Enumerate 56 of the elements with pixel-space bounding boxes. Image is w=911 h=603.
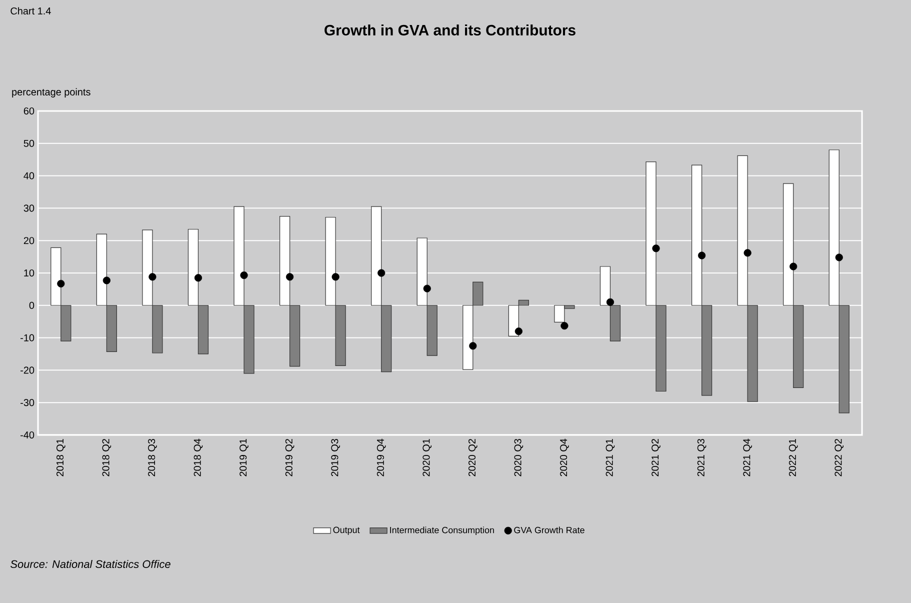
y-tick-label: 0 — [29, 302, 34, 309]
x-tick-label: 2018 Q2 — [102, 439, 112, 476]
x-tick-label: 2022 Q2 — [834, 439, 844, 476]
y-tick-label: -20 — [20, 366, 34, 374]
y-tick-label: 10 — [24, 269, 34, 277]
point — [514, 328, 522, 336]
source-note: Source: National Statistics Office — [10, 560, 170, 568]
y-tick-label: -30 — [20, 399, 34, 406]
x-tick-label: 2019 Q4 — [376, 438, 386, 476]
legend-label: Intermediate Consumption — [390, 526, 494, 536]
point — [378, 269, 386, 277]
x-tick-label: 2018 Q4 — [194, 438, 203, 476]
x-tick-label: 2021 Q3 — [697, 438, 706, 476]
point — [835, 254, 843, 262]
y-tick-label: -10 — [20, 334, 34, 342]
point — [652, 244, 660, 252]
x-tick-label: 2019 Q2 — [285, 439, 294, 476]
point — [57, 280, 65, 288]
point — [423, 284, 431, 292]
legend-label: Output — [333, 526, 360, 535]
point — [698, 252, 706, 260]
x-tick-label: 2020 Q2 — [468, 439, 478, 476]
point — [102, 276, 110, 284]
x-tick-label: 2019 Q3 — [331, 438, 340, 476]
y-axis-title: percentage points — [12, 88, 90, 98]
chart-title: Growth in GVA and its Contributors — [324, 24, 576, 36]
point — [560, 322, 568, 330]
y-tick-label: -40 — [20, 431, 34, 439]
point — [606, 298, 614, 306]
x-tick-label: 2019 Q1 — [240, 438, 248, 476]
x-tick-label: 2021 Q4 — [743, 438, 752, 476]
x-tick-label: 2018 Q1 — [56, 438, 66, 476]
point — [332, 273, 340, 281]
point — [469, 342, 477, 350]
y-tick-label: 30 — [24, 204, 34, 212]
y-tick-label: 40 — [24, 172, 34, 180]
caption: Chart 1.4 — [10, 7, 51, 14]
x-tick-label: 2020 Q4 — [560, 438, 569, 476]
point — [286, 273, 294, 281]
point — [240, 271, 248, 280]
point — [148, 273, 156, 281]
x-tick-label: 2018 Q3 — [148, 438, 157, 476]
legend-label: GVA Growth Rate — [514, 526, 584, 534]
bar — [600, 266, 611, 306]
y-tick-label: 50 — [24, 140, 34, 147]
x-tick-label: 2022 Q1 — [788, 438, 798, 476]
point — [194, 274, 202, 282]
y-tick-label: 60 — [24, 107, 34, 115]
x-tick-label: 2021 Q1 — [606, 438, 615, 476]
x-tick-label: 2020 Q3 — [514, 438, 524, 476]
point — [744, 249, 752, 257]
x-tick-label: 2020 Q1 — [422, 438, 432, 476]
y-tick-label: 20 — [24, 237, 34, 244]
x-tick-label: 2021 Q2 — [652, 439, 660, 476]
bar — [610, 305, 621, 342]
point — [790, 262, 798, 270]
